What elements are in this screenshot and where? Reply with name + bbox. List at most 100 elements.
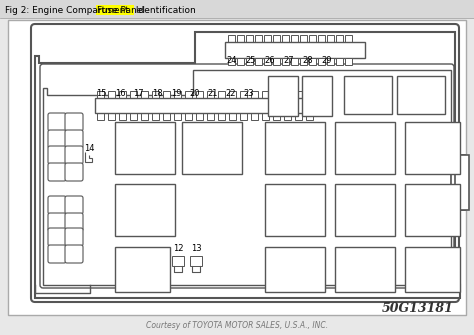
Text: Courtesy of TOYOTA MOTOR SALES, U.S.A., INC.: Courtesy of TOYOTA MOTOR SALES, U.S.A., … xyxy=(146,322,328,331)
Bar xyxy=(295,113,302,120)
Bar xyxy=(108,91,115,98)
FancyBboxPatch shape xyxy=(48,146,66,164)
Text: Identification: Identification xyxy=(133,5,196,14)
Bar xyxy=(291,35,298,42)
Bar xyxy=(318,58,325,65)
Bar xyxy=(262,113,269,120)
Bar xyxy=(207,113,214,120)
Bar xyxy=(291,58,298,65)
Bar xyxy=(273,58,280,65)
Bar xyxy=(218,113,225,120)
FancyBboxPatch shape xyxy=(65,113,83,131)
Bar xyxy=(141,91,148,98)
Bar xyxy=(152,91,159,98)
Bar xyxy=(152,113,159,120)
Bar xyxy=(273,35,280,42)
FancyBboxPatch shape xyxy=(48,245,66,263)
Bar xyxy=(335,247,395,292)
Text: 18: 18 xyxy=(152,88,162,97)
Bar xyxy=(119,113,126,120)
Bar xyxy=(295,91,302,98)
FancyBboxPatch shape xyxy=(65,196,83,214)
Bar xyxy=(185,91,192,98)
Bar xyxy=(229,91,236,98)
Bar xyxy=(196,113,203,120)
FancyBboxPatch shape xyxy=(48,163,66,181)
Bar xyxy=(174,113,181,120)
Text: 20: 20 xyxy=(190,88,200,97)
Text: 17: 17 xyxy=(133,88,143,97)
Bar xyxy=(246,58,253,65)
Bar xyxy=(182,122,242,174)
Bar xyxy=(327,35,334,42)
Bar xyxy=(115,184,175,236)
Bar xyxy=(172,256,184,266)
FancyBboxPatch shape xyxy=(65,163,83,181)
Bar xyxy=(43,67,193,95)
Text: 16: 16 xyxy=(115,88,125,97)
Bar xyxy=(130,113,137,120)
Bar xyxy=(185,113,192,120)
Bar xyxy=(336,58,343,65)
Bar xyxy=(115,247,170,292)
Bar xyxy=(97,113,104,120)
Bar xyxy=(306,91,313,98)
FancyBboxPatch shape xyxy=(65,146,83,164)
Bar xyxy=(318,35,325,42)
Bar xyxy=(190,256,202,266)
FancyBboxPatch shape xyxy=(65,213,83,231)
FancyBboxPatch shape xyxy=(48,130,66,148)
Bar xyxy=(300,35,307,42)
FancyBboxPatch shape xyxy=(48,228,66,246)
Bar xyxy=(345,58,352,65)
FancyBboxPatch shape xyxy=(65,245,83,263)
Bar xyxy=(8,20,466,315)
Bar xyxy=(225,42,365,58)
Text: 22: 22 xyxy=(226,88,236,97)
Bar xyxy=(345,35,352,42)
Bar xyxy=(451,155,465,210)
Text: Fuse Panel: Fuse Panel xyxy=(97,5,146,14)
Bar xyxy=(0,0,474,18)
Text: Fig 2: Engine Compartment: Fig 2: Engine Compartment xyxy=(5,5,132,14)
Bar xyxy=(119,91,126,98)
Bar xyxy=(97,91,104,98)
FancyBboxPatch shape xyxy=(65,130,83,148)
Bar xyxy=(306,113,313,120)
Bar xyxy=(309,35,316,42)
Bar xyxy=(218,91,225,98)
Text: 28: 28 xyxy=(303,56,313,65)
Bar xyxy=(264,58,271,65)
Text: 12: 12 xyxy=(173,244,183,253)
Bar xyxy=(284,91,291,98)
Bar xyxy=(237,35,244,42)
Bar xyxy=(336,35,343,42)
Text: 24: 24 xyxy=(227,56,237,65)
Text: 25: 25 xyxy=(246,56,256,65)
Bar xyxy=(141,113,148,120)
Bar xyxy=(207,91,214,98)
Bar xyxy=(115,122,175,174)
Bar xyxy=(255,58,262,65)
Bar xyxy=(228,58,235,65)
Text: 26: 26 xyxy=(264,56,275,65)
Text: 14: 14 xyxy=(84,143,94,152)
Text: 13: 13 xyxy=(191,244,201,253)
FancyBboxPatch shape xyxy=(48,113,66,131)
Bar xyxy=(196,91,203,98)
Text: 29: 29 xyxy=(322,56,332,65)
Bar xyxy=(262,91,269,98)
FancyBboxPatch shape xyxy=(48,213,66,231)
FancyBboxPatch shape xyxy=(48,196,66,214)
Bar xyxy=(35,28,190,63)
Bar xyxy=(251,91,258,98)
Bar xyxy=(264,35,271,42)
Bar xyxy=(265,184,325,236)
Bar xyxy=(237,58,244,65)
Text: 50G13181: 50G13181 xyxy=(382,302,454,315)
Bar xyxy=(302,76,332,116)
Text: 15: 15 xyxy=(96,88,106,97)
Bar xyxy=(163,113,170,120)
Bar xyxy=(229,113,236,120)
Text: 23: 23 xyxy=(244,88,255,97)
